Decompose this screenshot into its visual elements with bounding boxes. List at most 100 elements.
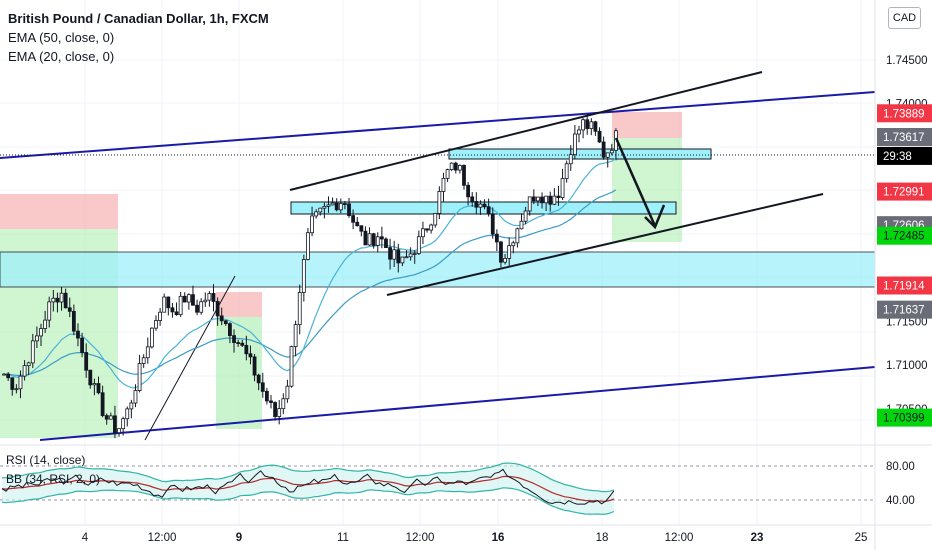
- candle: [84, 343, 89, 378]
- candle: [125, 406, 130, 427]
- candle: [26, 361, 31, 376]
- candle: [18, 370, 23, 399]
- time-tick-label: 12:00: [406, 532, 435, 544]
- candle: [581, 117, 585, 139]
- candle: [318, 207, 323, 216]
- ema-50-line: [4, 189, 617, 376]
- candle: [379, 226, 384, 249]
- candle: [343, 200, 347, 210]
- candle: [108, 412, 113, 420]
- candle: [523, 206, 528, 225]
- price-badge: 1.72991: [877, 182, 932, 201]
- price-badge-label: 1.72991: [883, 187, 925, 199]
- candle: [203, 292, 208, 307]
- candle: [503, 254, 507, 265]
- candle: [277, 399, 282, 425]
- candle: [199, 298, 204, 315]
- candle: [408, 247, 413, 261]
- candle: [437, 186, 442, 220]
- candle: [560, 168, 565, 200]
- candle: [170, 302, 175, 318]
- candle: [568, 145, 573, 171]
- candle: [490, 207, 495, 239]
- candle: [252, 353, 257, 382]
- candle: [531, 189, 536, 205]
- time-tick-label: 12:00: [665, 532, 694, 544]
- time-tick-label: 16: [492, 532, 505, 544]
- candle: [240, 339, 245, 348]
- candle: [544, 195, 549, 212]
- candle: [511, 240, 516, 254]
- candle: [552, 188, 557, 206]
- candle: [445, 168, 450, 183]
- candle: [289, 345, 294, 388]
- bb-band-fill: [2, 463, 614, 515]
- candle: [174, 302, 179, 316]
- candle: [195, 299, 199, 316]
- price-tick-label: 1.74500: [886, 55, 928, 67]
- price-badge-label: 29:38: [883, 151, 912, 163]
- upper-black-channel: [289, 71, 763, 191]
- candle: [515, 227, 520, 248]
- price-badge-label: 1.73889: [883, 108, 925, 120]
- price-badge-label: 1.71914: [883, 280, 925, 292]
- candle: [96, 376, 101, 395]
- price-badge: 1.71914: [877, 276, 932, 295]
- price-badge: 1.70399: [877, 408, 932, 427]
- candle: [35, 326, 39, 348]
- bb-legend-label: BB (34, RSI, 2, 0): [6, 472, 101, 486]
- candle: [129, 399, 134, 419]
- upper-blue-channel: [0, 91, 876, 159]
- candle: [55, 292, 60, 313]
- candle: [100, 385, 105, 418]
- candle: [2, 373, 6, 376]
- bb-basis-line: [1, 475, 615, 502]
- candle: [228, 322, 232, 344]
- candle: [355, 217, 360, 227]
- candle: [326, 196, 331, 213]
- candle: [113, 405, 117, 439]
- time-axis[interactable]: 4 12:00 9 11 12:00 16 18 12:00 23 25: [82, 532, 868, 544]
- candle: [478, 200, 483, 215]
- candle: [540, 192, 544, 209]
- candle: [88, 369, 93, 389]
- candle: [367, 227, 372, 246]
- candle: [47, 296, 52, 328]
- candle: [441, 172, 446, 202]
- candle: [351, 209, 356, 230]
- candle: [334, 198, 339, 212]
- candle: [470, 192, 475, 207]
- candle: [499, 240, 503, 268]
- candle: [43, 310, 48, 333]
- candle: [244, 335, 249, 361]
- time-tick-label: 23: [751, 532, 764, 544]
- forecast-arrow: [614, 137, 666, 230]
- candle: [462, 164, 466, 190]
- candle: [293, 320, 298, 357]
- candle: [556, 186, 561, 206]
- time-tick-label: 9: [236, 532, 242, 544]
- candle: [133, 384, 138, 408]
- candle: [182, 292, 187, 303]
- candle: [564, 160, 569, 183]
- trendlines: [0, 71, 876, 441]
- currency-button[interactable]: CAD: [888, 7, 921, 29]
- candle: [375, 232, 380, 253]
- candle: [585, 113, 590, 135]
- left-red-zone: [0, 194, 118, 229]
- candle: [117, 428, 121, 437]
- candle: [330, 197, 335, 206]
- time-tick-label: 12:00: [148, 532, 177, 544]
- candle: [314, 209, 319, 219]
- candle: [404, 250, 409, 259]
- candle: [359, 225, 364, 237]
- candle: [494, 229, 499, 252]
- candle: [449, 162, 454, 172]
- candle: [260, 372, 265, 398]
- candle: [104, 413, 109, 425]
- candle: [14, 384, 19, 394]
- candle: [507, 237, 512, 266]
- candle: [285, 379, 290, 403]
- bb-lower-line: [1, 487, 615, 515]
